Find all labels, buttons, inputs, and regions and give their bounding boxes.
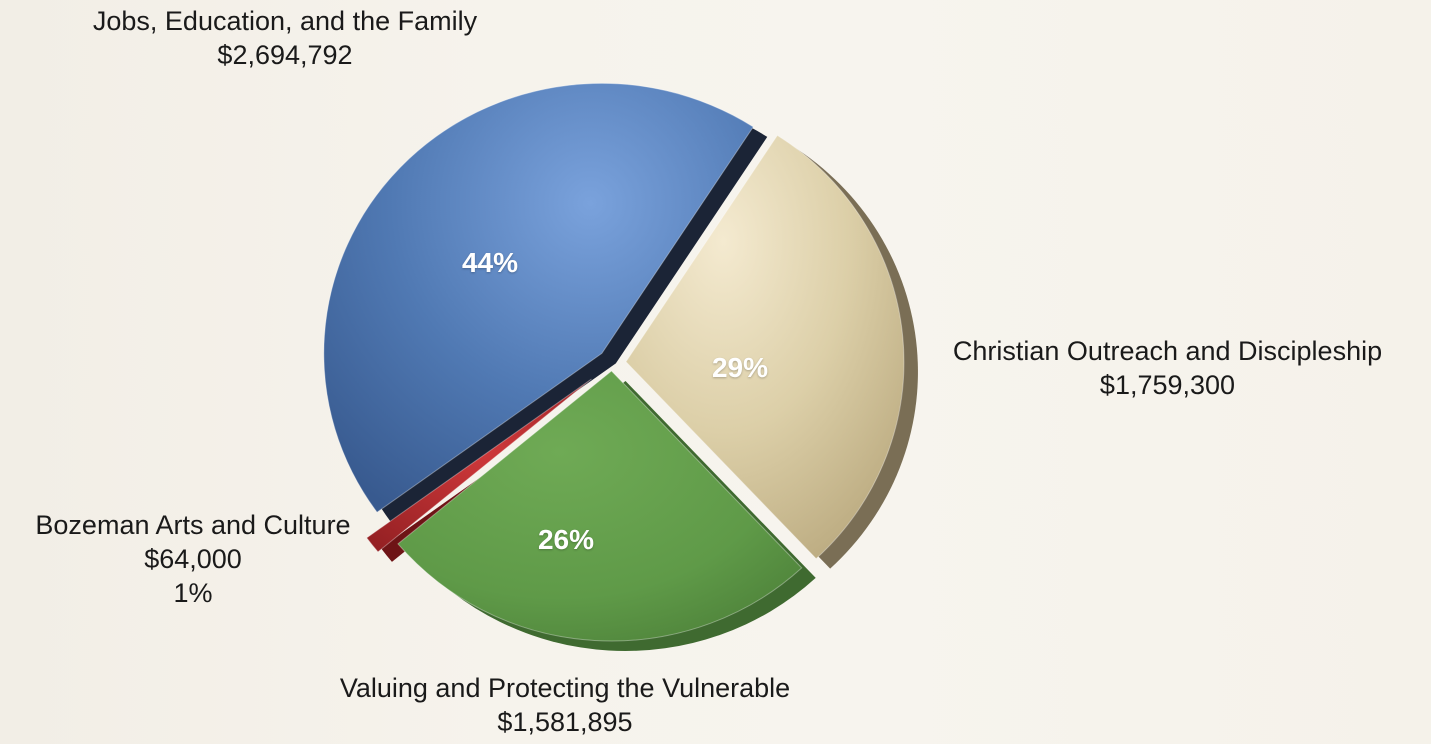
slice-category-vulnerable: Valuing and Protecting the Vulnerable (339, 673, 791, 703)
slice-percent-vulnerable: 26% (537, 524, 595, 555)
slice-label-jobs: Jobs, Education, and the Family $2,694,7… (40, 4, 530, 72)
pie-slice-jobs (323, 82, 754, 513)
slice-label-vulnerable: Valuing and Protecting the Vulnerable $1… (300, 671, 830, 739)
slice-category-christian: Christian Outreach and Discipleship (952, 336, 1383, 366)
slice-category-bozeman: Bozeman Arts and Culture (35, 510, 351, 540)
slice-label-christian: Christian Outreach and Discipleship $1,7… (915, 334, 1420, 402)
slice-amount-jobs: $2,694,792 (217, 40, 353, 70)
slice-percent-bozeman: 1% (173, 578, 213, 608)
slice-amount-vulnerable: $1,581,895 (497, 707, 633, 737)
slice-percent-christian: 29% (711, 352, 769, 383)
pie-slice-bozeman (365, 378, 592, 553)
pie-slice-christian (625, 134, 905, 560)
slice-category-jobs: Jobs, Education, and the Family (92, 6, 478, 36)
slice-amount-christian: $1,759,300 (1099, 370, 1236, 400)
slice-label-bozeman: Bozeman Arts and Culture $64,000 1% (0, 508, 386, 610)
slice-amount-bozeman: $64,000 (144, 544, 242, 574)
pie-slice-vulnerable (397, 370, 803, 642)
slice-percent-jobs: 44% (461, 247, 519, 278)
